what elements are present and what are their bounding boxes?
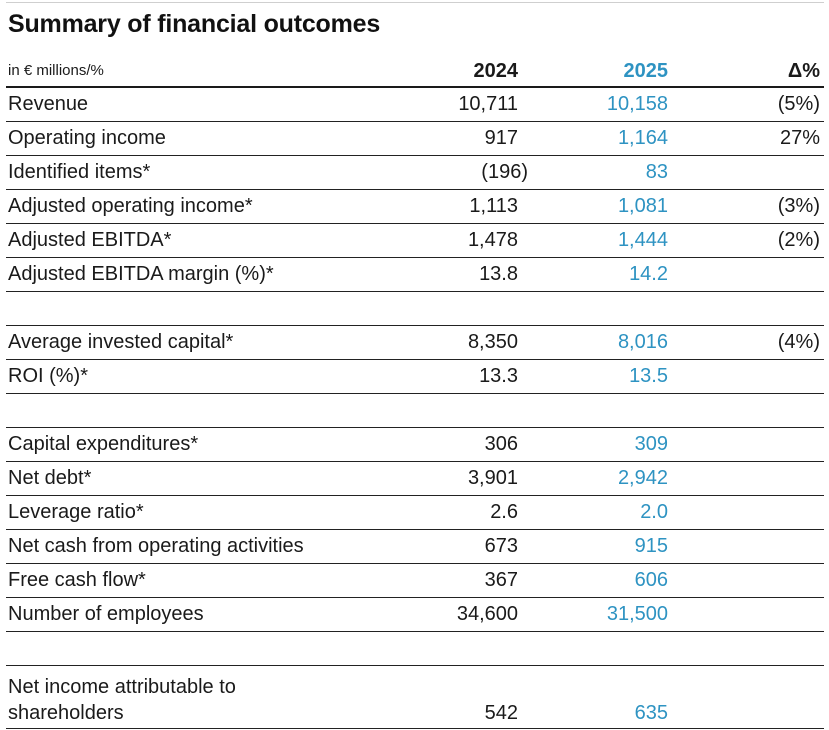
value-2025: 1,164 [617,127,668,149]
value-2025: 1,444 [617,229,668,251]
row-label: Average invested capital* [8,331,234,353]
value-delta: (2%) [777,229,820,251]
value-2024: 673 [484,535,518,557]
row-label: Capital expenditures* [8,433,199,455]
value-2025: 8,016 [617,331,668,353]
value-2024: 1,478 [467,229,518,251]
unit-label: in € millions/% [8,62,104,79]
value-2024: 542 [484,702,518,724]
value-2025: 31,500 [606,603,668,625]
table-row: Number of employees 34,600 31,500 [6,598,824,632]
value-2025: 309 [634,433,668,455]
value-2024: 367 [484,569,518,591]
spacer-row [6,632,824,666]
value-delta: (5%) [777,93,820,115]
row-label: Adjusted EBITDA margin (%)* [8,263,274,285]
row-label: Adjusted EBITDA* [8,229,172,251]
table-row: Net income attributable to shareholders … [6,662,824,729]
top-divider [6,2,824,3]
table-row: Adjusted EBITDA* 1,478 1,444 (2%) [6,224,824,258]
value-2025: 1,081 [617,195,668,217]
value-2025: 14.2 [629,263,668,285]
table-row: Average invested capital* 8,350 8,016 (4… [6,326,824,360]
table-row: Capital expenditures* 306 309 [6,428,824,462]
value-2024: 917 [484,127,518,149]
table-title: Summary of financial outcomes [8,10,381,38]
row-label: Operating income [8,127,166,149]
row-label: Net debt* [8,467,92,489]
row-label: Revenue [8,93,89,115]
table-row: Net debt* 3,901 2,942 [6,462,824,496]
row-label: Leverage ratio* [8,501,144,523]
row-label: Number of employees [8,603,204,625]
table-row: Revenue 10,711 10,158 (5%) [6,88,824,122]
value-2024: 13.3 [479,365,518,387]
value-2024: 306 [484,433,518,455]
table-row: Leverage ratio* 2.6 2.0 [6,496,824,530]
value-2025: 2,942 [617,467,668,489]
value-delta: (3%) [777,195,820,217]
value-2025: 2.0 [640,501,668,523]
row-label: Net income attributable to shareholders [8,676,236,724]
value-2024: 3,901 [467,467,518,489]
table-row: ROI (%)* 13.3 13.5 [6,360,824,394]
row-label: ROI (%)* [8,365,88,387]
value-delta: 27% [779,127,820,149]
spacer-row [6,292,824,326]
value-2025: 915 [634,535,668,557]
row-label: Free cash flow* [8,569,146,591]
value-2024: 8,350 [467,331,518,353]
value-2024: 34,600 [456,603,518,625]
row-label: Adjusted operating income* [8,195,253,217]
table-row: Operating income 917 1,164 27% [6,122,824,156]
value-2025: 13.5 [629,365,668,387]
table-header: in € millions/% 2024 2025 Δ% [6,56,824,88]
value-2025: 635 [634,702,668,724]
value-2025: 83 [645,161,668,183]
row-label: Net cash from operating activities [8,535,304,557]
table-row: Free cash flow* 367 606 [6,564,824,598]
value-2024: 13.8 [479,263,518,285]
table-row: Adjusted EBITDA margin (%)* 13.8 14.2 [6,258,824,292]
value-2025: 606 [634,569,668,591]
column-header-2025: 2025 [623,60,669,82]
spacer-row [6,394,824,428]
column-header-2024: 2024 [473,60,519,82]
value-2024: 1,113 [469,195,518,217]
value-2024: 10,711 [458,93,518,115]
value-2025: 10,158 [606,93,668,115]
row-label: Identified items* [8,161,151,183]
table-row: Identified items* (196) 83 [6,156,824,190]
column-header-delta: Δ% [787,60,820,82]
value-2024: 2.6 [490,501,518,523]
table-row: Adjusted operating income* 1,113 1,081 (… [6,190,824,224]
value-2024: (196) [481,161,528,183]
table-row: Net cash from operating activities 673 9… [6,530,824,564]
value-delta: (4%) [777,331,820,353]
